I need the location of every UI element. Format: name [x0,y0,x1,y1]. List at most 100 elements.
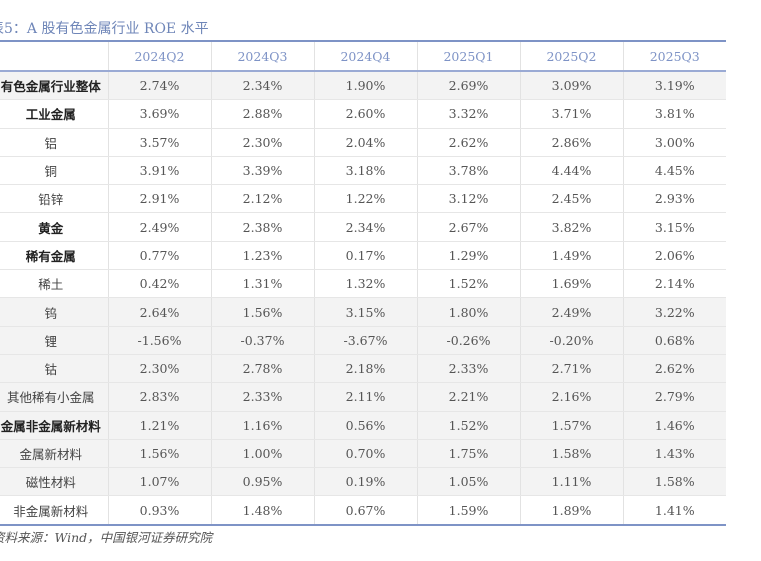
header-row: 2024Q2 2024Q3 2024Q4 2025Q1 2025Q2 2025Q3 [0,41,726,72]
value-cell: 2.45% [520,184,624,214]
table-row: 铅锌 2.91% 2.12% 1.22% 3.12% 2.45% 2.93% [0,184,726,214]
value-cell: 1.41% [623,495,726,526]
header-cell: 2025Q3 [623,41,726,72]
value-cell: 3.19% [623,71,726,101]
value-cell: 2.88% [211,99,315,129]
value-cell: 1.69% [520,269,624,299]
value-cell: 2.67% [417,212,521,242]
value-cell: 2.78% [211,354,315,384]
table-row: 稀土 0.42% 1.31% 1.32% 1.52% 1.69% 2.14% [0,269,726,299]
value-cell: 2.33% [211,382,315,412]
value-cell: 1.21% [108,411,212,440]
value-cell: 3.78% [417,156,521,186]
value-cell: 1.05% [417,467,521,497]
value-cell: 1.43% [623,439,726,469]
row-label: 铝 [0,128,109,157]
value-cell: 2.49% [520,297,624,327]
table-row: 铝 3.57% 2.30% 2.04% 2.62% 2.86% 3.00% [0,128,726,157]
value-cell: 0.67% [314,495,418,526]
value-cell: -0.20% [520,326,624,355]
value-cell: 1.58% [520,439,624,469]
value-cell: 2.16% [520,382,624,412]
row-label: 金属新材料 [0,439,109,469]
value-cell: 2.69% [417,71,521,101]
value-cell: 1.29% [417,241,521,271]
table-row: 金属非金属新材料 1.21% 1.16% 0.56% 1.52% 1.57% 1.46% [0,411,726,440]
table-row: 稀有金属 0.77% 1.23% 0.17% 1.29% 1.49% 2.06% [0,241,726,271]
row-label: 工业金属 [0,99,109,129]
value-cell: 1.31% [211,269,315,299]
value-cell: 2.93% [623,184,726,214]
header-cell: 2025Q1 [417,41,521,72]
value-cell: 0.19% [314,467,418,497]
value-cell: 1.00% [211,439,315,469]
value-cell: 2.86% [520,128,624,157]
value-cell: 3.00% [623,128,726,157]
value-cell: 1.46% [623,411,726,440]
value-cell: 2.21% [417,382,521,412]
value-cell: 2.34% [314,212,418,242]
table-row: 黄金 2.49% 2.38% 2.34% 2.67% 3.82% 3.15% [0,212,726,242]
value-cell: 2.18% [314,354,418,384]
value-cell: 1.56% [108,439,212,469]
row-label: 金属非金属新材料 [0,411,109,440]
header-cell-label [0,41,109,72]
value-cell: 3.18% [314,156,418,186]
value-cell: 1.22% [314,184,418,214]
value-cell: 4.44% [520,156,624,186]
value-cell: 1.58% [623,467,726,497]
value-cell: 2.74% [108,71,212,101]
value-cell: 0.42% [108,269,212,299]
value-cell: 1.07% [108,467,212,497]
value-cell: 0.56% [314,411,418,440]
table-row: 磁性材料 1.07% 0.95% 0.19% 1.05% 1.11% 1.58% [0,467,726,497]
row-label: 铜 [0,156,109,186]
header-cell: 2024Q2 [108,41,212,72]
header-cell: 2024Q3 [211,41,315,72]
value-cell: 2.64% [108,297,212,327]
value-cell: 0.17% [314,241,418,271]
value-cell: 1.11% [520,467,624,497]
row-label: 钨 [0,297,109,327]
row-label: 锂 [0,326,109,355]
value-cell: 1.75% [417,439,521,469]
value-cell: 0.95% [211,467,315,497]
table-row: 铜 3.91% 3.39% 3.18% 3.78% 4.44% 4.45% [0,156,726,186]
value-cell: 1.80% [417,297,521,327]
value-cell: 1.48% [211,495,315,526]
value-cell: 1.23% [211,241,315,271]
row-label: 钴 [0,354,109,384]
row-label: 磁性材料 [0,467,109,497]
value-cell: 0.68% [623,326,726,355]
table-title: 表5：A 股有色金属行业 ROE 水平 [0,21,209,37]
value-cell: 2.06% [623,241,726,271]
value-cell: 1.59% [417,495,521,526]
value-cell: 2.79% [623,382,726,412]
value-cell: 1.56% [211,297,315,327]
row-label: 其他稀有小金属 [0,382,109,412]
value-cell: 3.82% [520,212,624,242]
value-cell: 3.39% [211,156,315,186]
value-cell: 1.16% [211,411,315,440]
value-cell: 3.57% [108,128,212,157]
value-cell: 2.33% [417,354,521,384]
table-row: 有色金属行业整体 2.74% 2.34% 1.90% 2.69% 3.09% 3.19% [0,71,726,101]
table-row: 钴 2.30% 2.78% 2.18% 2.33% 2.71% 2.62% [0,354,726,384]
value-cell: 3.22% [623,297,726,327]
table-row: 其他稀有小金属 2.83% 2.33% 2.11% 2.21% 2.16% 2.79% [0,382,726,412]
value-cell: 3.32% [417,99,521,129]
table-row: 非金属新材料 0.93% 1.48% 0.67% 1.59% 1.89% 1.41% [0,495,726,526]
row-label: 非金属新材料 [0,495,109,526]
value-cell: 2.30% [211,128,315,157]
value-cell: -0.37% [211,326,315,355]
value-cell: 3.12% [417,184,521,214]
value-cell: 1.57% [520,411,624,440]
value-cell: 2.04% [314,128,418,157]
value-cell: 0.93% [108,495,212,526]
value-cell: 1.52% [417,269,521,299]
table-row: 锂 -1.56% -0.37% -3.67% -0.26% -0.20% 0.68% [0,326,726,355]
value-cell: 1.49% [520,241,624,271]
value-cell: 1.52% [417,411,521,440]
table-row: 工业金属 3.69% 2.88% 2.60% 3.32% 3.71% 3.81% [0,99,726,129]
value-cell: 2.83% [108,382,212,412]
